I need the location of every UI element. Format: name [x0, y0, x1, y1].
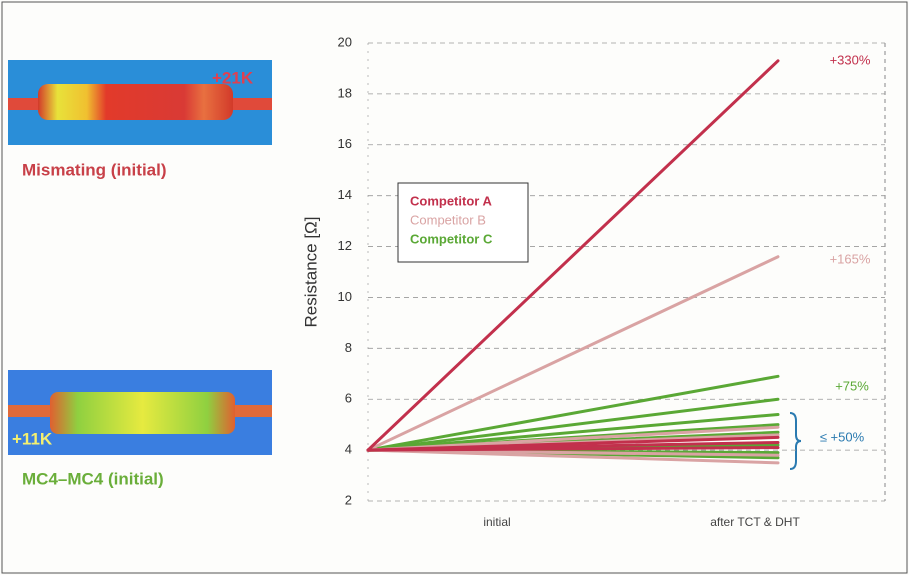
image-caption: Mismating (initial) [22, 160, 167, 179]
annotation: +75% [835, 378, 869, 393]
legend-entry: Competitor B [410, 212, 486, 227]
legend-entry: Competitor A [410, 193, 492, 208]
y-tick-label: 20 [338, 34, 352, 49]
annotation: +165% [830, 251, 871, 266]
y-tick-label: 2 [345, 492, 352, 507]
x-tick-label: initial [483, 515, 510, 529]
x-tick-label: after TCT & DHT [710, 515, 800, 529]
y-axis-label: Resistance [Ω] [301, 217, 320, 328]
y-tick-label: 16 [338, 136, 352, 151]
y-tick-label: 10 [338, 289, 352, 304]
temperature-delta: +21K [212, 68, 254, 87]
thermal-connector [38, 84, 233, 120]
thermal-connector [50, 392, 235, 434]
image-caption: MC4–MC4 (initial) [22, 469, 164, 488]
y-tick-label: 12 [338, 238, 352, 253]
bracket [790, 413, 801, 469]
temperature-delta: +11K [12, 429, 53, 448]
y-tick-label: 14 [338, 187, 352, 202]
y-tick-label: 6 [345, 391, 352, 406]
y-tick-label: 8 [345, 340, 352, 355]
y-tick-label: 18 [338, 85, 352, 100]
chart: +21K Mismating (initial) +11K MC4–MC4 (i… [0, 0, 909, 575]
annotation: +330% [830, 52, 871, 67]
annotation: ≤ +50% [820, 429, 865, 444]
figure: +21K Mismating (initial) +11K MC4–MC4 (i… [0, 0, 909, 575]
legend-entry: Competitor C [410, 231, 493, 246]
y-tick-label: 4 [345, 442, 352, 457]
